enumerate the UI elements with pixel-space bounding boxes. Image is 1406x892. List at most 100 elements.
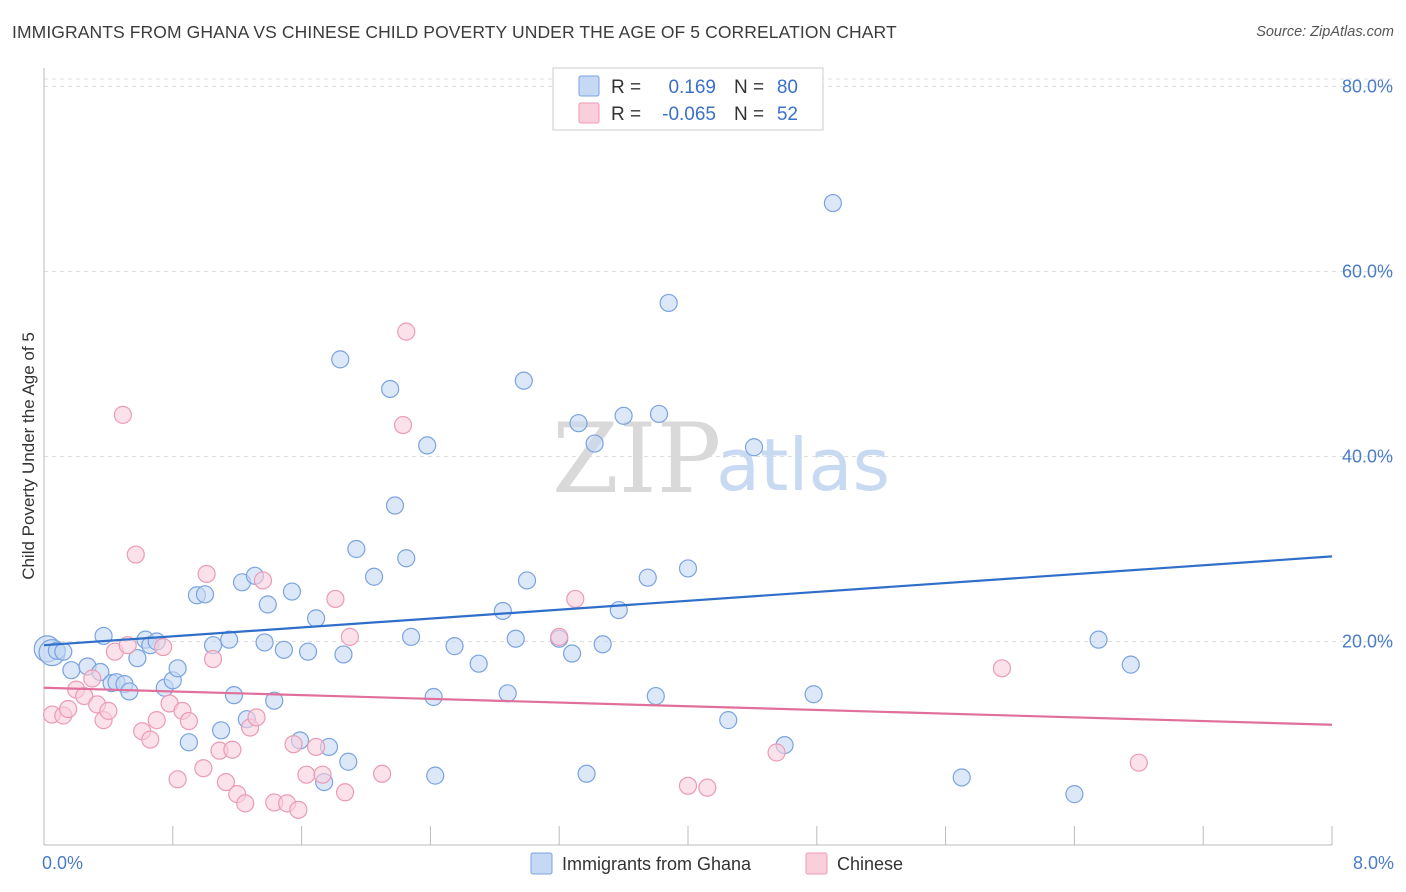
point-ghana xyxy=(678,559,698,578)
y-tick-label: 40.0% xyxy=(1342,447,1393,467)
point-ghana xyxy=(282,582,302,601)
legend-bottom-ghana-swatch xyxy=(530,852,553,875)
point-ghana xyxy=(646,686,665,706)
point-chinese xyxy=(75,686,94,706)
grid-lines xyxy=(44,78,1392,642)
point-ghana xyxy=(258,595,277,614)
point-ghana xyxy=(1121,655,1140,674)
watermark-atlas: atlas xyxy=(716,423,890,507)
point-ghana xyxy=(255,633,274,652)
y-tick-labels: 20.0% 40.0% 60.0% 80.0% xyxy=(1342,77,1393,652)
point-ghana xyxy=(179,733,198,752)
legend-ghana-n-value: 80 xyxy=(777,77,798,98)
point-ghana xyxy=(306,609,326,628)
x-tick-label: 8.0% xyxy=(1353,853,1394,873)
point-ghana xyxy=(804,685,823,704)
point-ghana xyxy=(265,691,284,710)
point-chinese xyxy=(335,783,355,802)
legend-ghana-swatch xyxy=(578,75,600,97)
point-ghana xyxy=(385,496,405,515)
point-ghana xyxy=(585,434,604,453)
point-chinese xyxy=(216,772,236,792)
y-tick-label: 20.0% xyxy=(1342,632,1393,652)
point-chinese xyxy=(1129,753,1148,772)
point-ghana xyxy=(347,539,366,559)
point-ghana xyxy=(593,635,612,654)
point-ghana xyxy=(649,404,669,424)
chart-title: IMMIGRANTS FROM GHANA VS CHINESE CHILD P… xyxy=(12,22,897,42)
point-ghana xyxy=(445,637,464,656)
point-ghana xyxy=(1089,630,1108,649)
point-ghana xyxy=(54,642,73,661)
legend-chinese-n-label: N = xyxy=(734,104,764,125)
legend-bottom-chinese-swatch xyxy=(805,852,828,875)
point-chinese xyxy=(197,564,216,584)
point-chinese xyxy=(313,765,332,784)
point-ghana xyxy=(506,629,525,648)
trend-lines xyxy=(43,555,1333,726)
point-ghana xyxy=(517,571,537,590)
point-chinese xyxy=(698,778,717,797)
point-ghana xyxy=(195,585,215,604)
point-ghana xyxy=(562,644,582,663)
point-chinese xyxy=(393,415,413,435)
x-tick-labels: 0.0% 8.0% xyxy=(42,853,1394,873)
point-ghana xyxy=(418,436,437,455)
point-ghana xyxy=(514,371,533,390)
point-chinese xyxy=(126,545,145,564)
point-ghana xyxy=(401,627,421,646)
point-chinese xyxy=(340,627,359,646)
source-label: Source: ZipAtlas.com xyxy=(1256,24,1394,40)
point-chinese xyxy=(247,708,266,727)
point-chinese xyxy=(154,637,173,657)
legend-ghana-n-label: N = xyxy=(734,77,764,98)
point-ghana xyxy=(224,686,244,705)
point-ghana xyxy=(744,438,764,457)
point-ghana xyxy=(381,379,400,399)
point-ghana xyxy=(493,601,512,621)
point-ghana xyxy=(334,645,353,664)
point-ghana xyxy=(168,659,187,678)
point-chinese xyxy=(141,730,160,749)
point-ghana xyxy=(339,752,358,771)
point-ghana xyxy=(719,711,738,730)
point-ghana xyxy=(426,766,445,785)
point-chinese xyxy=(767,743,786,762)
y-tick-label: 60.0% xyxy=(1342,262,1393,282)
legend-chinese-swatch xyxy=(578,102,600,124)
point-ghana xyxy=(397,549,416,568)
point-chinese xyxy=(306,737,326,757)
legend-bottom-chinese-label: Chinese xyxy=(837,854,903,874)
point-ghana xyxy=(469,654,488,673)
point-ghana xyxy=(62,661,81,680)
point-chinese xyxy=(566,589,585,609)
legend-chinese-r-label: R = xyxy=(611,104,641,125)
legend-chinese-r-value: -0.065 xyxy=(662,104,716,125)
x-tick-label: 0.0% xyxy=(42,853,83,873)
point-ghana xyxy=(212,721,231,740)
point-chinese xyxy=(99,701,118,720)
point-chinese xyxy=(992,659,1012,678)
legend-ghana-r-value: 0.169 xyxy=(668,77,716,98)
point-ghana xyxy=(577,764,596,783)
point-ghana xyxy=(298,642,318,661)
point-ghana xyxy=(128,649,147,668)
point-chinese xyxy=(297,765,316,784)
point-chinese xyxy=(289,800,308,819)
legend-top: R = 0.169 N = 80 R = -0.065 N = 52 xyxy=(552,67,824,131)
point-chinese xyxy=(194,759,213,778)
point-ghana xyxy=(952,768,971,787)
point-chinese xyxy=(284,735,303,754)
point-chinese xyxy=(253,571,273,590)
point-chinese xyxy=(550,627,569,646)
point-chinese xyxy=(113,405,132,424)
point-ghana xyxy=(274,640,293,659)
series-chinese-points xyxy=(42,322,1148,819)
point-chinese xyxy=(397,322,416,341)
point-chinese xyxy=(236,794,255,813)
point-ghana xyxy=(569,414,588,433)
point-ghana xyxy=(638,568,657,587)
point-chinese xyxy=(59,699,78,719)
watermark: ZIP atlas xyxy=(552,403,890,515)
